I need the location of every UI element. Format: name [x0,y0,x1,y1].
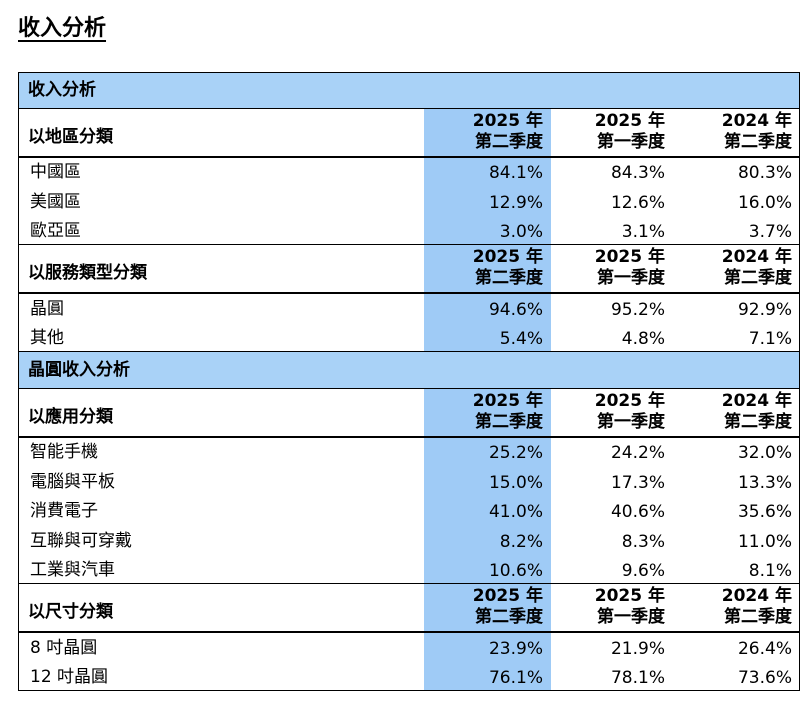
header-rule [18,631,800,633]
column-year: 2025 年 [594,390,665,411]
cell-value: 76.1% [488,668,543,689]
cell-value: 94.6% [488,299,543,320]
group-label: 以尺寸分類 [28,602,113,622]
cell-value: 32.0% [737,443,792,464]
row-label: 歐亞區 [30,221,81,242]
cell-value: 92.9% [737,299,792,320]
cell-value: 8.2% [499,531,543,552]
cell-value: 40.6% [610,502,665,523]
column-year: 2025 年 [594,110,665,131]
section-band [18,72,800,109]
group-rule [18,583,800,584]
row-label: 其他 [30,328,64,349]
cell-value: 73.6% [737,668,792,689]
cell-value: 23.9% [488,638,543,659]
cell-value: 26.4% [737,638,792,659]
group-rule [18,244,800,245]
highlight-column [424,108,551,245]
cell-value: 84.3% [610,163,665,184]
section-heading: 晶圓收入分析 [28,360,130,381]
column-quarter: 第一季度 [597,607,665,627]
column-quarter: 第一季度 [597,131,665,152]
cell-value: 21.9% [610,638,665,659]
row-label: 中國區 [30,162,81,183]
column-quarter: 第二季度 [475,411,543,432]
column-year: 2024 年 [721,586,792,606]
table-border [18,72,800,691]
cell-value: 9.6% [621,561,665,582]
cell-value: 12.9% [488,192,543,213]
cell-value: 95.2% [610,299,665,320]
group-label: 以地區分類 [28,126,113,147]
column-year: 2024 年 [721,390,792,411]
cell-value: 5.4% [499,329,543,350]
row-label: 互聯與可穿戴 [30,530,132,551]
column-quarter: 第二季度 [724,131,792,152]
cell-value: 8.3% [621,531,665,552]
header-rule [18,435,800,438]
cell-value: 8.1% [748,561,792,582]
row-label: 美國區 [30,191,81,212]
column-quarter: 第一季度 [597,411,665,432]
group-label: 以服務類型分類 [28,263,147,283]
row-label: 工業與汽車 [30,560,115,581]
cell-value: 15.0% [488,472,543,493]
cell-value: 3.1% [621,222,665,243]
cell-value: 16.0% [737,192,792,213]
section-heading: 收入分析 [28,80,96,101]
column-quarter: 第二季度 [475,607,543,627]
group-rule [18,351,800,352]
column-year: 2024 年 [721,247,792,267]
cell-value: 25.2% [488,443,543,464]
column-quarter: 第二季度 [724,607,792,627]
column-quarter: 第二季度 [724,411,792,432]
row-label: 智能手機 [30,442,98,463]
group-label: 以應用分類 [28,406,113,427]
column-year: 2025 年 [594,586,665,606]
cell-value: 3.0% [499,222,543,243]
page-title: 收入分析 [18,16,107,41]
cell-value: 35.6% [737,502,792,523]
cell-value: 41.0% [488,502,543,523]
highlight-column [424,584,551,691]
column-quarter: 第二季度 [475,131,543,152]
row-label: 消費電子 [30,501,98,522]
cell-value: 11.0% [737,531,792,552]
row-label: 電腦與平板 [30,471,115,492]
cell-value: 10.6% [488,561,543,582]
cell-value: 13.3% [737,472,792,493]
cell-value: 4.8% [621,329,665,350]
column-year: 2025 年 [472,390,543,411]
cell-value: 17.3% [610,472,665,493]
row-label: 晶圓 [30,298,64,319]
cell-value: 12.6% [610,192,665,213]
cell-value: 24.2% [610,443,665,464]
highlight-column [424,245,551,352]
cell-value: 3.7% [748,222,792,243]
cell-value: 78.1% [610,668,665,689]
column-year: 2025 年 [594,247,665,267]
row-label: 8 吋晶圓 [30,637,98,658]
column-quarter: 第二季度 [724,268,792,288]
header-rule [18,155,800,158]
column-quarter: 第二季度 [475,268,543,288]
column-quarter: 第一季度 [597,268,665,288]
cell-value: 84.1% [488,163,543,184]
row-label: 12 吋晶圓 [30,667,109,688]
header-rule [18,292,800,294]
cell-value: 7.1% [748,329,792,350]
section-band [18,352,800,389]
column-year: 2025 年 [472,110,543,131]
column-year: 2025 年 [472,586,543,606]
cell-value: 80.3% [737,163,792,184]
column-year: 2024 年 [721,110,792,131]
column-year: 2025 年 [472,247,543,267]
highlight-column [424,388,551,584]
